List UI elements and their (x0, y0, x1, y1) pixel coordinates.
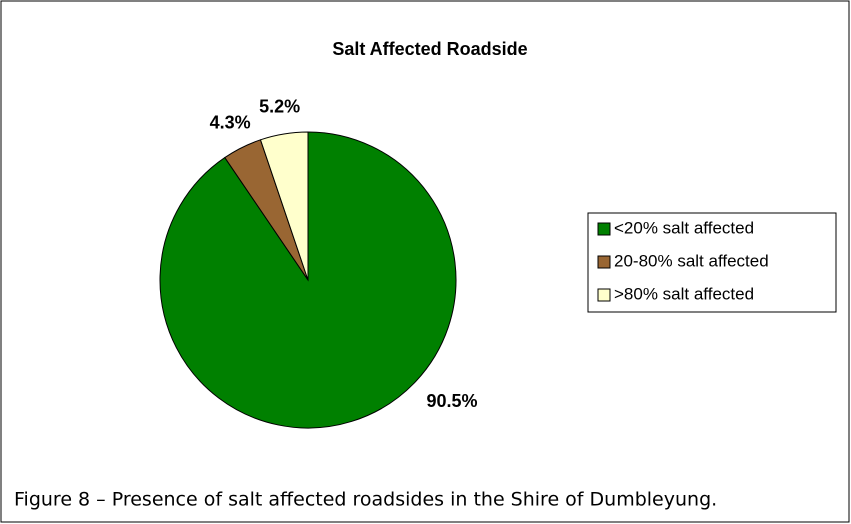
legend-label: 20-80% salt affected (614, 251, 769, 270)
data-label: 5.2% (259, 96, 300, 116)
pie-slice (259, 131, 309, 281)
legend-swatch (597, 288, 611, 302)
legend-swatch (597, 222, 611, 236)
legend-label: >80% salt affected (614, 284, 754, 303)
legend-box (587, 212, 837, 313)
figure-caption: Figure 8 – Presence of salt affected roa… (14, 489, 717, 511)
legend-label: <20% salt affected (614, 218, 754, 237)
legend-swatch (597, 255, 611, 269)
data-label: 90.5% (426, 391, 477, 411)
data-label: 4.3% (210, 112, 251, 132)
chart-title: Salt Affected Roadside (332, 39, 527, 59)
